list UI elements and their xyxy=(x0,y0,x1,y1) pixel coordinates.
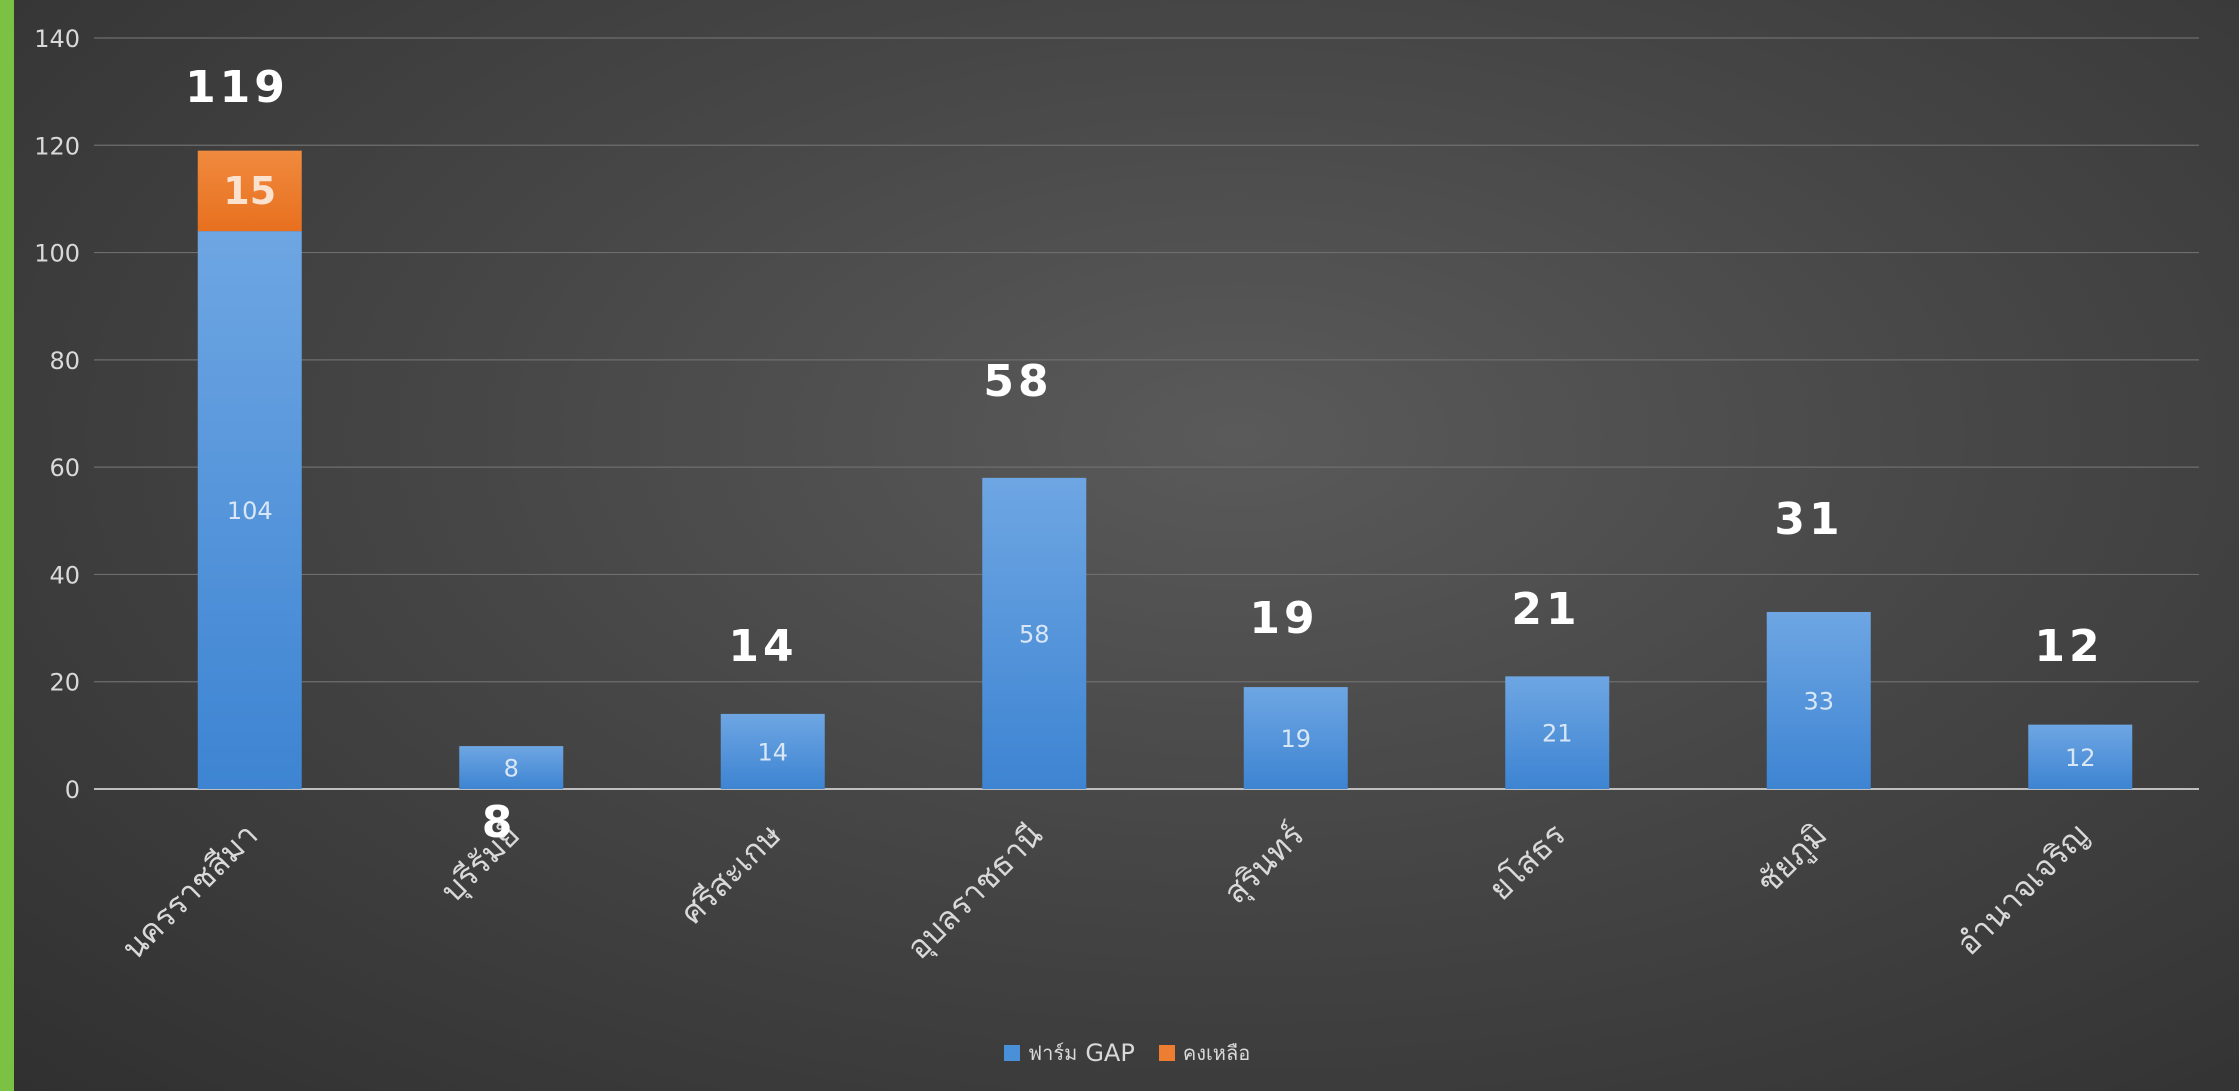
y-tick-label: 140 xyxy=(34,25,80,53)
legend-swatch-remaining xyxy=(1158,1045,1175,1061)
bar-gap xyxy=(1243,687,1348,789)
y-tick-label: 100 xyxy=(34,240,80,268)
legend-label-gap-prefix: ฟาร์ม xyxy=(1028,1041,1078,1065)
bar-gap xyxy=(459,746,564,789)
y-tick-label: 120 xyxy=(34,132,80,160)
bar-gap xyxy=(720,713,825,789)
bar-gap xyxy=(1505,676,1610,789)
data-label-gap: 104 xyxy=(227,497,273,525)
category-label: อำนาจเจริญ xyxy=(1949,816,2096,963)
data-label-gap: 8 xyxy=(504,755,519,783)
bar-gap xyxy=(982,477,1087,789)
total-label: 119 xyxy=(185,62,289,113)
category-label: นครราชสีมา xyxy=(114,816,265,967)
data-label-gap: 14 xyxy=(757,738,788,766)
category-label: ชัยภูมิ xyxy=(1749,816,1835,902)
data-label-gap: 12 xyxy=(2065,744,2096,772)
total-label: 12 xyxy=(2034,621,2103,672)
legend-label-gap-suffix: GAP xyxy=(1085,1039,1135,1067)
y-tick-label: 80 xyxy=(49,347,80,375)
total-label: 19 xyxy=(1249,593,1318,644)
data-label-gap: 33 xyxy=(1803,687,1834,715)
chart-panel: 0 20 40 60 80 100 120 140 104 15 นครราชสีมา 8 บุรีรั… xyxy=(14,0,2239,1091)
legend-label-remaining: คงเหลือ xyxy=(1182,1041,1251,1065)
legend-item-gap: ฟาร์ม GAP xyxy=(1004,1037,1135,1069)
data-label-gap: 19 xyxy=(1280,725,1311,753)
data-label-gap: 58 xyxy=(1019,620,1050,648)
bar-chart: 02040608010012014010415นครราชสีมา8บุรีรั… xyxy=(34,25,2199,968)
category-label: ศรีสะเกษ xyxy=(673,816,789,932)
data-label-remaining: 15 xyxy=(223,169,276,213)
bar-gap xyxy=(197,231,302,790)
legend-item-remaining: คงเหลือ xyxy=(1158,1037,1251,1069)
data-label-gap: 21 xyxy=(1542,720,1573,748)
category-label: สุรินทร์ xyxy=(1216,816,1312,912)
y-tick-label: 60 xyxy=(49,454,80,482)
bar-gap xyxy=(1766,611,1871,789)
y-tick-label: 40 xyxy=(49,561,80,589)
chart-legend: ฟาร์ม GAP คงเหลือ xyxy=(1004,1037,1250,1069)
total-label: 58 xyxy=(983,356,1052,407)
total-label: 31 xyxy=(1774,494,1843,545)
total-label: 21 xyxy=(1511,584,1580,635)
bar-remaining xyxy=(197,150,302,232)
legend-swatch-gap xyxy=(1004,1045,1020,1061)
total-label: 14 xyxy=(728,621,797,672)
category-label: ยโสธร xyxy=(1481,816,1573,908)
y-tick-label: 20 xyxy=(49,669,80,697)
bar-gap xyxy=(2028,724,2133,789)
category-label: อุบลราชธานี xyxy=(899,816,1051,968)
y-tick-label: 0 xyxy=(65,776,80,804)
total-label: 8 xyxy=(482,797,517,848)
